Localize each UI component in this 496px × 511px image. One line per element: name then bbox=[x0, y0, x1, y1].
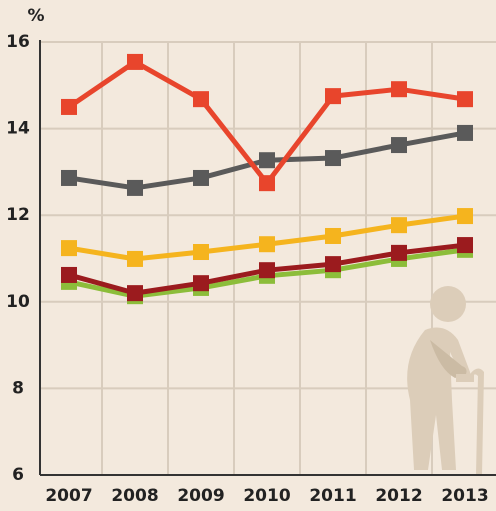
x-tick-label: 2010 bbox=[243, 486, 290, 506]
y-tick-label: 8 bbox=[12, 378, 24, 398]
marker bbox=[127, 285, 143, 301]
marker bbox=[127, 251, 143, 267]
x-tick-label: 2007 bbox=[45, 486, 92, 506]
x-tick-label: 2012 bbox=[375, 486, 422, 506]
marker bbox=[325, 150, 341, 166]
x-tick-label: 2009 bbox=[177, 486, 224, 506]
marker bbox=[127, 180, 143, 196]
marker bbox=[457, 91, 473, 107]
marker bbox=[259, 262, 275, 278]
y-axis-label: % bbox=[27, 6, 44, 26]
marker bbox=[457, 208, 473, 224]
x-tick-label: 2013 bbox=[441, 486, 488, 506]
x-tick-label: 2008 bbox=[111, 486, 158, 506]
marker bbox=[457, 125, 473, 141]
marker bbox=[325, 88, 341, 104]
x-tick-label: 2011 bbox=[309, 486, 356, 506]
y-tick-label: 16 bbox=[6, 32, 30, 52]
y-tick-label: 12 bbox=[6, 205, 30, 225]
marker bbox=[325, 228, 341, 244]
marker bbox=[457, 237, 473, 253]
marker bbox=[391, 217, 407, 233]
marker bbox=[391, 81, 407, 97]
marker bbox=[61, 240, 77, 256]
marker bbox=[325, 256, 341, 272]
marker bbox=[193, 170, 209, 186]
marker bbox=[259, 175, 275, 191]
y-tick-label: 6 bbox=[12, 465, 24, 485]
marker bbox=[193, 244, 209, 260]
marker bbox=[193, 91, 209, 107]
marker bbox=[61, 267, 77, 283]
marker bbox=[259, 152, 275, 168]
marker bbox=[61, 170, 77, 186]
marker bbox=[391, 245, 407, 261]
y-tick-label: 14 bbox=[6, 119, 30, 139]
marker bbox=[61, 99, 77, 115]
chart: % 6 8 10 12 14 16 2007 2008 2009 2010 2011 2012 2013 bbox=[0, 0, 496, 511]
y-tick-label: 10 bbox=[6, 292, 30, 312]
marker bbox=[391, 137, 407, 153]
marker bbox=[127, 54, 143, 70]
marker bbox=[193, 275, 209, 291]
marker bbox=[259, 236, 275, 252]
